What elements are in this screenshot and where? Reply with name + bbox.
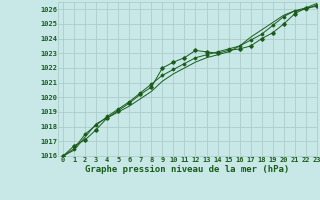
X-axis label: Graphe pression niveau de la mer (hPa): Graphe pression niveau de la mer (hPa) (85, 165, 289, 174)
